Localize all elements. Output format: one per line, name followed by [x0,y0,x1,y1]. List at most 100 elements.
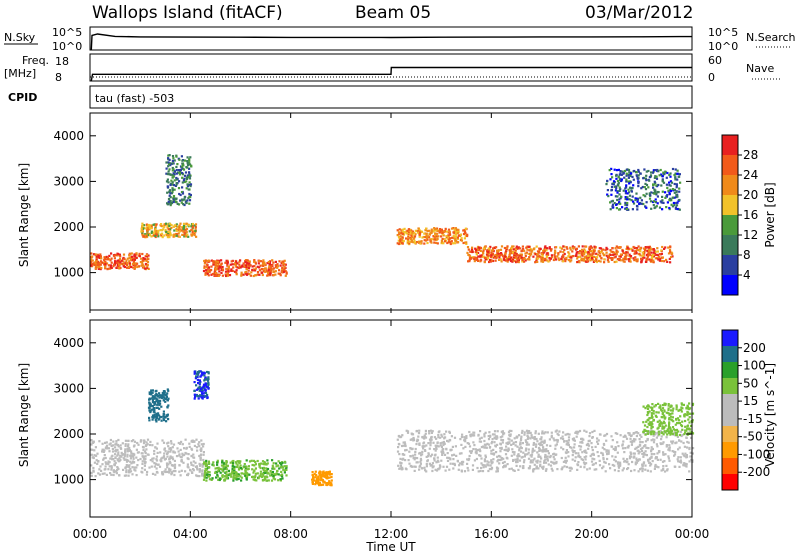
data-cell [245,459,248,462]
data-cell [580,258,583,261]
data-cell [199,456,202,459]
data-cell [518,256,522,259]
data-cell [151,472,155,475]
data-cell [311,481,314,484]
data-cell [655,177,659,180]
data-cell [644,246,647,249]
data-cell [409,455,412,458]
data-cell [151,460,154,463]
data-cell [652,251,655,254]
data-cell [448,231,451,235]
data-cell [231,467,234,470]
data-cell [238,263,241,266]
data-cell [169,455,172,459]
data-cell [181,162,184,165]
data-cell [571,250,574,253]
data-cell [117,267,121,270]
data-cell [614,432,617,435]
data-cell [226,477,230,480]
data-cell [539,455,542,458]
data-cell [525,246,528,249]
data-cell [137,265,141,268]
data-cell [637,432,640,435]
data-cell [141,234,144,237]
data-cell [456,231,459,235]
data-cell [643,451,646,454]
data-cell [547,260,550,263]
data-cell [181,199,184,202]
data-cell [157,399,160,402]
data-cell [397,435,401,438]
data-cell [661,413,664,416]
data-cell [425,227,428,230]
data-cell [418,465,421,468]
data-cell [92,466,95,470]
data-cell [626,202,629,205]
data-cell [673,196,676,199]
data-cell [155,393,158,396]
data-cell [259,473,262,476]
data-cell [435,227,439,230]
data-cell [617,445,620,448]
data-cell [146,231,149,234]
data-cell [496,253,499,256]
data-cell [642,202,645,206]
data-cell [325,483,328,486]
data-cell [278,467,281,470]
data-cell [611,182,614,185]
data-cell [274,273,277,276]
data-cell [480,436,483,439]
data-cell [278,260,281,263]
data-cell [175,155,178,158]
data-cell [158,394,161,397]
data-cell [656,420,659,423]
data-cell [216,466,219,470]
data-cell [201,388,204,392]
data-cell [540,457,543,460]
data-cell [209,269,212,272]
data-cell [270,471,273,474]
data-cell [634,463,637,466]
data-cell [221,460,224,463]
data-cell [578,455,581,458]
data-cell [476,247,479,250]
data-cell [652,184,655,187]
data-cell [596,437,599,440]
data-cell [152,223,155,226]
data-cell [554,447,557,450]
data-cell [529,461,532,464]
data-cell [661,195,664,198]
data-cell [676,178,679,181]
data-cell [101,442,104,445]
data-cell [676,201,679,204]
data-cell [610,173,613,176]
data-cell [123,257,126,260]
data-cell [456,236,459,239]
data-cell [251,475,254,479]
data-cell [485,256,488,259]
data-cell [666,194,669,197]
data-cell [156,451,159,454]
data-cell [99,255,102,258]
data-cell [654,253,657,257]
data-cell [650,433,653,436]
data-cell [588,439,591,442]
data-cell [190,439,194,443]
data-cell [225,463,228,466]
data-cell [96,452,99,455]
data-cell [656,427,659,430]
data-cell [225,259,228,262]
data-cell [221,468,224,471]
data-cell [172,235,175,238]
data-cell [616,462,620,465]
data-cell [157,418,160,421]
data-cell [418,235,421,238]
data-cell [175,183,178,186]
data-cell [626,192,629,195]
data-cell [182,168,186,171]
data-cell [258,269,261,272]
data-cell [144,457,147,460]
data-cell [327,481,330,484]
data-cell [251,463,254,467]
data-cell [634,198,637,202]
